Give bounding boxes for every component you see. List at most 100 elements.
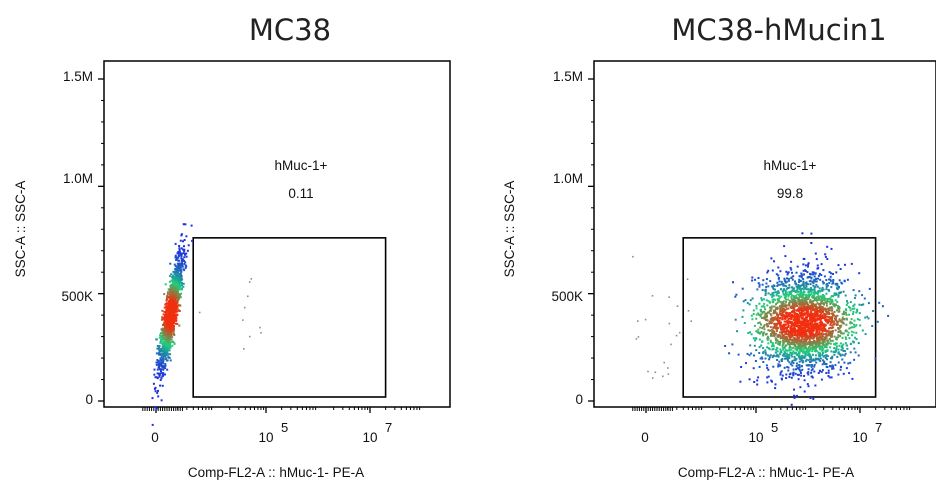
event-dot xyxy=(821,337,824,340)
event-dot xyxy=(813,349,816,352)
event-dot xyxy=(803,308,806,311)
event-dot xyxy=(768,311,771,314)
event-dot xyxy=(813,308,816,311)
event-dot xyxy=(779,325,782,328)
event-dot xyxy=(825,365,828,368)
event-dot xyxy=(814,314,817,317)
event-dot xyxy=(823,315,826,318)
event-dot xyxy=(834,348,837,351)
event-dot xyxy=(829,279,832,282)
event-dot xyxy=(837,306,839,309)
event-dot xyxy=(756,383,759,386)
event-dot xyxy=(797,344,800,346)
event-dot xyxy=(185,265,188,268)
event-dot xyxy=(166,307,169,310)
event-dot xyxy=(773,285,776,287)
event-dot xyxy=(818,321,821,324)
event-dot xyxy=(798,366,801,369)
event-dot xyxy=(795,357,798,360)
event-dot xyxy=(808,349,811,351)
event-dot xyxy=(157,389,159,392)
event-dot xyxy=(818,324,821,327)
event-dot xyxy=(806,329,808,332)
event-dot xyxy=(824,309,827,311)
event-dot xyxy=(818,330,821,333)
event-dot xyxy=(833,294,836,297)
event-dot xyxy=(810,242,813,244)
event-dot xyxy=(164,319,167,322)
event-dot xyxy=(787,307,790,310)
event-dot xyxy=(863,297,866,300)
event-dot xyxy=(822,360,825,363)
event-dot xyxy=(785,330,788,332)
event-dot xyxy=(802,343,805,346)
outlier-dot xyxy=(644,318,647,321)
event-dot xyxy=(158,346,161,349)
event-dot xyxy=(805,285,808,288)
event-dot xyxy=(750,314,753,317)
event-dot xyxy=(163,317,166,320)
event-dot xyxy=(800,310,803,313)
event-dot xyxy=(823,317,826,320)
event-dot xyxy=(788,292,791,295)
event-dot xyxy=(828,311,830,314)
event-dot xyxy=(834,315,837,318)
event-dot xyxy=(823,275,826,278)
event-dot xyxy=(839,353,842,356)
event-dot xyxy=(819,306,822,309)
event-dot xyxy=(830,365,833,368)
event-dot xyxy=(182,282,185,285)
event-dot xyxy=(752,367,755,370)
event-dot xyxy=(802,314,805,317)
event-dot xyxy=(817,310,819,313)
event-dot xyxy=(820,302,823,305)
event-dot xyxy=(790,277,793,279)
event-dot xyxy=(808,338,811,341)
event-dot xyxy=(752,337,755,340)
event-dot xyxy=(853,323,855,326)
event-dot xyxy=(841,313,844,316)
event-dot xyxy=(796,296,799,299)
x-tick-exponent: 7 xyxy=(385,420,392,435)
event-dot xyxy=(828,271,831,274)
event-dot xyxy=(780,350,783,352)
event-dot xyxy=(169,262,172,265)
event-dot xyxy=(155,338,158,341)
event-dot xyxy=(178,248,181,251)
event-dot xyxy=(178,324,181,327)
event-dot xyxy=(860,304,863,306)
event-dot xyxy=(734,318,737,321)
event-dot xyxy=(788,293,790,296)
event-dot xyxy=(837,328,840,331)
event-dot xyxy=(159,348,162,350)
event-dot xyxy=(742,309,745,312)
event-dot xyxy=(849,306,851,309)
event-dot xyxy=(793,351,796,354)
event-dot xyxy=(781,331,784,333)
event-dot xyxy=(862,303,865,306)
event-dot xyxy=(162,356,165,359)
event-dot xyxy=(793,313,796,316)
event-dot xyxy=(176,281,179,284)
event-dot xyxy=(853,358,856,361)
event-dot xyxy=(810,318,813,321)
event-dot xyxy=(786,312,789,315)
event-dot xyxy=(843,361,846,364)
event-dot xyxy=(845,304,848,306)
event-dot xyxy=(794,347,797,350)
event-dot xyxy=(757,328,760,331)
event-dot xyxy=(751,297,754,300)
event-dot xyxy=(802,310,805,313)
event-dot xyxy=(798,306,801,309)
event-dot xyxy=(777,290,780,293)
event-dot xyxy=(812,358,815,361)
event-dot xyxy=(158,336,161,339)
event-dot xyxy=(854,351,857,354)
event-dot xyxy=(813,341,816,344)
event-dot xyxy=(170,332,173,335)
event-dot xyxy=(758,321,761,324)
event-dot xyxy=(792,319,795,322)
event-dot xyxy=(785,323,788,326)
event-dot xyxy=(821,289,824,292)
event-dot xyxy=(801,299,804,302)
